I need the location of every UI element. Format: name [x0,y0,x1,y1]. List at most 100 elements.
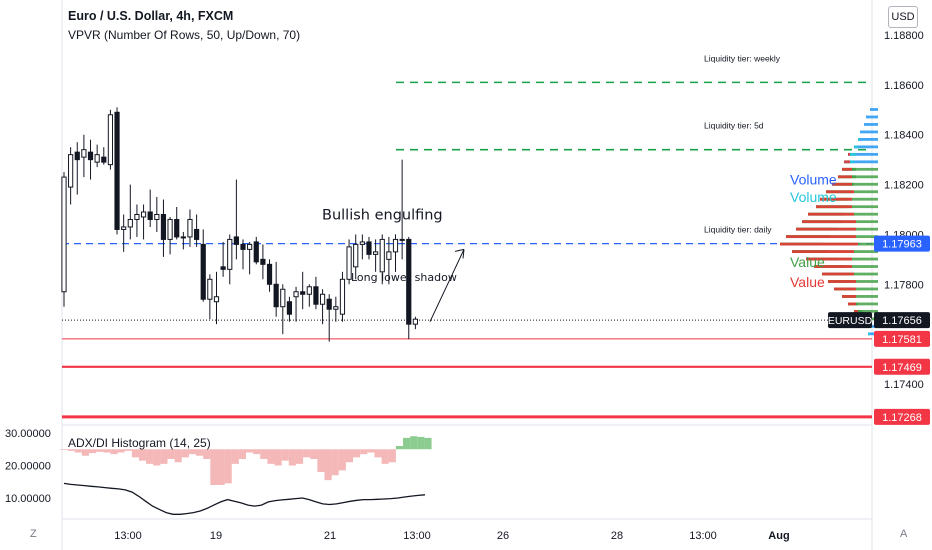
hist-bar-down [238,449,246,459]
vp-row-down [780,242,858,246]
vp-row-total [870,108,878,111]
arrow-head [454,248,465,252]
hist-bar-down [288,449,296,466]
vp-row-down [848,152,850,156]
hist-bar-down [174,449,182,463]
vp-row-down [844,160,850,164]
candle-down [300,291,306,295]
hist-bar-down [274,449,282,466]
x-tick-label: 19 [210,530,222,542]
hist-bar-down [317,449,325,472]
candle-down [147,211,153,220]
hist-bar-down [260,449,268,459]
hist-bar-down [374,449,382,458]
price-tag-label: 1.17963 [882,239,922,251]
vp-row-down [796,227,856,231]
y-tick-label: 1.18600 [884,80,924,92]
candle-up [293,291,299,298]
hist-bar-down [388,449,396,463]
candle-down [101,156,107,163]
hist-bar-down [124,449,132,451]
zoom-toggle[interactable]: Z [30,528,37,540]
hist-bar-down [324,449,332,481]
vp-row-up [854,145,858,149]
vp-row-down [792,250,854,253]
hist-bar-up [403,437,411,450]
candle-up [213,296,220,303]
candle-down [273,283,279,308]
hist-bar-down [153,449,161,466]
candle-up [280,288,286,308]
candle-up [121,226,127,230]
auto-scale-toggle[interactable]: A [900,528,908,540]
candle-down [160,213,167,240]
candle-down [406,238,412,325]
vp-row-total [860,130,878,134]
hist-bar-down [110,449,118,455]
hist-bar-down [295,449,304,464]
hist-bar-up [424,437,432,450]
sub-y-tick: 10.00000 [5,493,51,505]
vp-row-down [832,182,852,186]
hist-bar-down [131,449,139,458]
hist-bar-down [381,449,389,464]
vp-row-down [842,167,852,171]
annotation-label: Bullish engulfing [322,207,443,223]
vp-row-down [820,197,852,201]
vp-label: Value [790,254,825,270]
symbol-tag-box [828,312,872,329]
hist-bar-down [96,449,104,452]
projection-arrow [429,249,465,322]
vp-label: Volume [790,189,837,205]
candle-up [81,149,87,158]
hist-bar-down [188,449,197,455]
hist-bar-down [60,449,68,450]
indicator-label: VPVR (Number Of Rows, 50, Up/Down, 70) [68,28,301,42]
candle-down [220,266,226,270]
vp-row-down [848,302,856,306]
candle-down [233,236,239,245]
hist-bar-down [345,449,354,463]
candle-down [114,111,120,230]
vp-row-total [868,332,878,336]
hist-bar-down [303,449,311,458]
hist-bar-down [181,449,189,458]
candle-up [187,218,193,238]
y-tick-label: 1.18400 [884,130,924,142]
price-tag-box [874,408,930,425]
candle-up [412,318,418,325]
x-tick-label: 13:00 [689,530,717,542]
candle-up [154,213,160,220]
candle-up [353,243,359,268]
price-tag-box [874,235,930,252]
chart-title: Euro / U.S. Dollar, 4h, FXCM [68,9,233,23]
price-tag-box [874,312,930,329]
vp-label: Value [790,274,825,290]
hist-bar-down [88,449,97,454]
vp-row-up [858,138,860,141]
candle-down [74,151,80,161]
candle-up [180,236,186,239]
vp-row-total [842,167,878,171]
symbol-title: Euro / U.S. Dollar, 4h, FXCM [68,9,234,23]
hist-bar-down [196,449,204,456]
sub-y-tick: 30.00000 [5,428,51,440]
vp-row-down [838,175,852,179]
hist-bar-down [331,449,339,476]
candle-up [392,238,399,253]
hist-bar-down [117,449,125,453]
candle-up [227,238,233,270]
arrow-head [462,249,465,259]
vp-row-total [854,145,878,149]
candle-up [167,218,173,240]
candle-up [140,211,147,218]
level-label: Liquidity tier: daily [704,225,772,235]
currency-button[interactable]: USD [888,6,918,28]
hist-bar-down [246,449,254,453]
candle-up [333,306,339,310]
candle-down [326,298,332,310]
vp-row-down [834,287,856,291]
vp-row-down [806,257,852,261]
candle-up [373,251,379,255]
